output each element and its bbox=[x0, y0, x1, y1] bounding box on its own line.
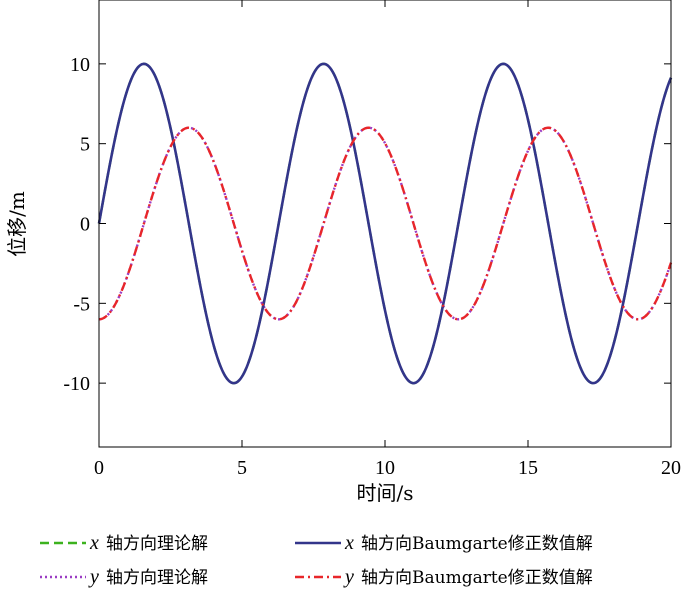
legend-item-y-theoretical: y 轴方向理论解 bbox=[40, 566, 208, 588]
x-tick-label: 5 bbox=[237, 457, 247, 479]
legend-label: 轴方向Baumgarte修正数值解 bbox=[361, 534, 593, 554]
x-tick-label: 15 bbox=[518, 457, 538, 479]
plot-frame bbox=[98, 0, 672, 448]
legend-label: 轴方向理论解 bbox=[106, 534, 208, 554]
y-axis-label: 位移/m bbox=[5, 191, 29, 257]
legend-item-y-numerical: y 轴方向Baumgarte修正数值解 bbox=[295, 566, 593, 588]
series-line-x-numerical bbox=[97, 62, 673, 385]
x-tick-label: 10 bbox=[375, 457, 395, 479]
legend-var: y bbox=[343, 566, 354, 588]
series-line-x-theoretical bbox=[97, 62, 673, 385]
x-tick-label: 20 bbox=[661, 457, 681, 479]
axis-ticks: 0 5 10 15 20 -10 -5 0 5 10 bbox=[63, 0, 681, 479]
y-tick-label: 10 bbox=[70, 54, 90, 76]
legend-var: y bbox=[88, 566, 99, 588]
y-tick-label: 0 bbox=[80, 214, 90, 236]
y-tick-label: 5 bbox=[80, 134, 90, 156]
legend-item-x-theoretical: x 轴方向理论解 bbox=[40, 532, 208, 554]
legend: x 轴方向理论解 x 轴方向Baumgarte修正数值解 y 轴方向理论解 y 轴方向Baum… bbox=[40, 532, 593, 588]
y-tick-label: -10 bbox=[63, 373, 90, 395]
legend-item-x-numerical: x 轴方向Baumgarte修正数值解 bbox=[295, 532, 593, 554]
legend-label: 轴方向Baumgarte修正数值解 bbox=[361, 568, 593, 588]
series-line-y-numerical bbox=[98, 126, 673, 321]
legend-var: x bbox=[344, 532, 354, 554]
x-tick-label: 0 bbox=[94, 457, 104, 479]
x-axis-label: 时间/s bbox=[356, 481, 413, 505]
legend-var: x bbox=[89, 532, 99, 554]
plot-lines bbox=[97, 62, 673, 385]
legend-label: 轴方向理论解 bbox=[106, 568, 208, 588]
y-tick-label: -5 bbox=[73, 293, 90, 315]
series-line-y-theoretical bbox=[98, 126, 673, 321]
